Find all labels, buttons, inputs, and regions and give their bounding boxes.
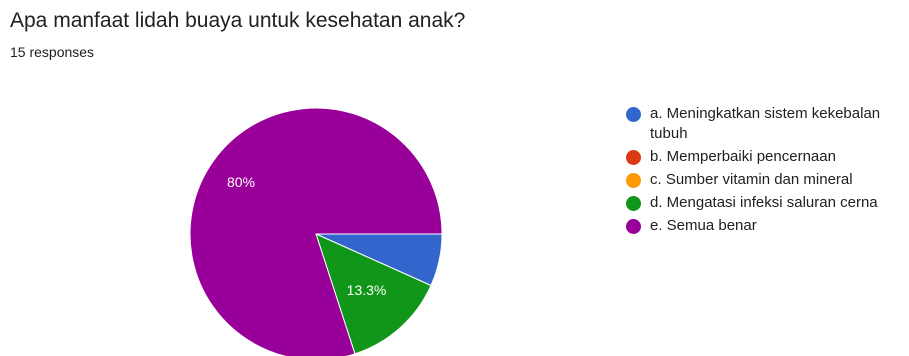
legend-item-c[interactable]: c. Sumber vitamin dan mineral bbox=[626, 170, 909, 190]
legend-swatch-e bbox=[626, 219, 641, 234]
legend-label-c: c. Sumber vitamin dan mineral bbox=[650, 170, 909, 190]
pie-label-e: 80% bbox=[227, 174, 255, 190]
chart-legend: a. Meningkatkan sistem kekebalan tubuh b… bbox=[626, 104, 909, 239]
legend-swatch-c bbox=[626, 173, 641, 188]
legend-item-a[interactable]: a. Meningkatkan sistem kekebalan tubuh bbox=[626, 104, 909, 144]
legend-label-d: d. Mengatasi infeksi saluran cerna bbox=[650, 193, 909, 213]
legend-label-a: a. Meningkatkan sistem kekebalan tubuh bbox=[650, 104, 909, 144]
pie-label-d: 13.3% bbox=[347, 282, 387, 298]
legend-swatch-b bbox=[626, 150, 641, 165]
legend-label-b: b. Memperbaiki pencernaan bbox=[650, 147, 909, 167]
legend-swatch-a bbox=[626, 107, 641, 122]
legend-swatch-d bbox=[626, 196, 641, 211]
legend-item-b[interactable]: b. Memperbaiki pencernaan bbox=[626, 147, 909, 167]
legend-item-e[interactable]: e. Semua benar bbox=[626, 216, 909, 236]
legend-item-d[interactable]: d. Mengatasi infeksi saluran cerna bbox=[626, 193, 909, 213]
legend-label-e: e. Semua benar bbox=[650, 216, 909, 236]
